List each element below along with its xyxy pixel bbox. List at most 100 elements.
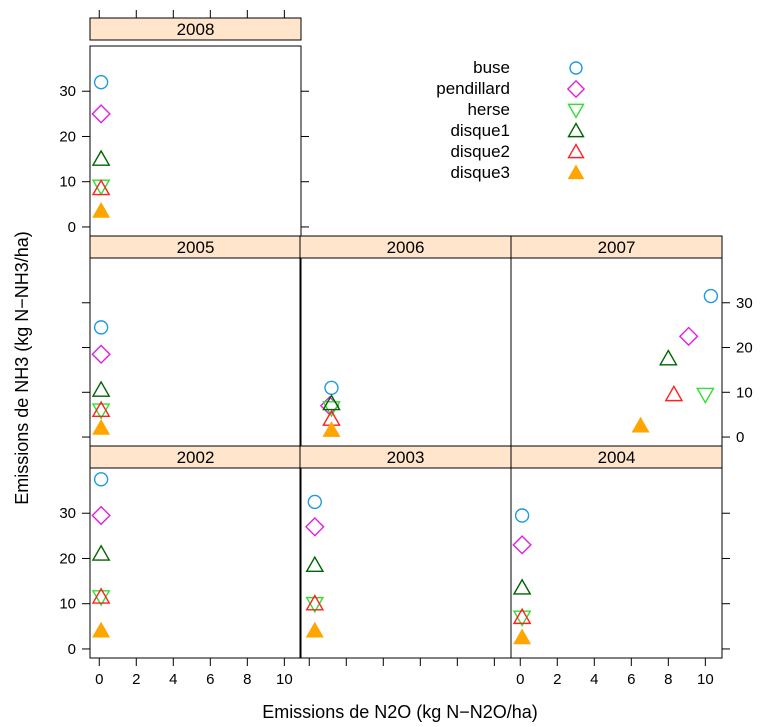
panel-border	[510, 467, 723, 659]
panel-title: 2002	[177, 448, 215, 467]
panels-layer: 2008 2005 2006 2007 2002 2003 2004	[89, 17, 723, 659]
point-2003-disque1	[305, 555, 325, 573]
point-2007-disque3	[631, 416, 650, 433]
x-tick-label: 4	[169, 671, 177, 688]
point-2002-disque3	[92, 621, 111, 638]
point-2007-herse	[696, 387, 715, 405]
point-2002-buse	[93, 472, 109, 487]
y-tick-label: 0	[68, 641, 76, 658]
point-2008-pendillard	[91, 104, 111, 124]
point-2007-buse	[703, 288, 719, 304]
point-2008-disque3	[92, 201, 111, 218]
point-2002-disque1	[91, 544, 111, 561]
point-2006-disque3	[322, 421, 341, 437]
point-2002-pendillard	[91, 505, 111, 526]
panel-title: 2005	[177, 238, 215, 257]
legend-marker-disque3	[567, 164, 585, 180]
point-2005-disque3	[92, 418, 111, 435]
y-tick-label: 10	[59, 596, 76, 613]
legend-label-herse: herse	[467, 100, 510, 119]
x-tick-label: 0	[95, 671, 103, 688]
panel-2005: 2005	[89, 235, 302, 447]
point-2003-disque2	[305, 594, 325, 611]
point-2008-disque1	[91, 149, 111, 166]
point-2005-disque2	[91, 400, 111, 417]
panel-title: 2006	[387, 238, 425, 257]
legend-label-disque2: disque2	[450, 142, 510, 161]
point-2005-herse	[91, 403, 111, 420]
point-2006-disque1	[322, 393, 341, 411]
panel-title: 2008	[177, 20, 215, 39]
legend-label-buse: buse	[473, 58, 510, 77]
panel-title: 2003	[387, 448, 425, 467]
panel-border	[89, 257, 302, 447]
legend-marker-buse	[569, 61, 583, 75]
legend-marker-disque1	[567, 122, 585, 138]
point-2007-disque1	[658, 349, 678, 366]
point-2004-disque2	[512, 607, 532, 625]
point-2004-disque3	[513, 628, 532, 645]
legend-label-pendillard: pendillard	[436, 79, 510, 98]
panel-2003: 2003	[299, 445, 512, 659]
legend-label-disque3: disque3	[450, 163, 510, 182]
x-tick-label: 6	[627, 671, 635, 688]
panel-border	[510, 257, 723, 447]
x-tick-label: 8	[664, 671, 672, 688]
panel-border	[89, 467, 302, 659]
x-tick-label: 2	[132, 671, 140, 688]
point-2008-disque2	[91, 178, 111, 196]
y-tick-label: 20	[59, 128, 76, 145]
axes-layer: 0 10 20 30 0 10 20 30 0 10 20 30 0 2 4 6 8 10 0 2 4 6 8 10	[59, 10, 753, 688]
panel-border	[299, 257, 512, 447]
x-tick-label: 0	[516, 671, 524, 688]
point-2006-buse	[324, 380, 339, 396]
point-2004-disque1	[512, 578, 532, 595]
y-tick-label: 20	[59, 550, 76, 567]
legend: buse pendillard herse disque1 disque2 disque3	[436, 58, 586, 182]
legend-label-disque1: disque1	[450, 121, 510, 140]
x-tick-label: 8	[243, 671, 251, 688]
x-tick-label: 6	[206, 671, 214, 688]
x-tick-label: 10	[697, 671, 714, 688]
point-2005-disque1	[91, 380, 111, 397]
panel-title: 2004	[598, 448, 636, 467]
point-2003-pendillard	[305, 517, 325, 537]
y-tick-label: 10	[736, 384, 753, 401]
y-tick-label: 20	[736, 340, 753, 357]
point-2007-disque2	[664, 384, 684, 402]
point-2005-buse	[93, 320, 109, 335]
panel-2002: 2002	[89, 445, 302, 659]
panel-title: 2007	[598, 238, 636, 257]
point-2004-herse	[512, 610, 532, 627]
legend-marker-herse	[567, 103, 585, 119]
point-2008-buse	[93, 74, 109, 90]
point-2008-herse	[91, 179, 111, 196]
panel-2004: 2004	[510, 445, 723, 659]
point-2007-pendillard	[678, 326, 699, 347]
x-tick-label: 4	[590, 671, 598, 688]
point-2003-buse	[307, 494, 323, 510]
y-axis-label: Emissions de NH3 (kg N−NH3/ha)	[12, 231, 32, 505]
y-tick-label: 10	[59, 174, 76, 191]
panel-2006: 2006	[299, 235, 512, 447]
x-axis-label: Emissions de N2O (kg N−N2O/ha)	[262, 702, 538, 722]
panel-strip	[89, 17, 302, 41]
point-2002-herse	[91, 590, 111, 607]
y-tick-label: 30	[59, 83, 76, 100]
panel-2007: 2007	[510, 235, 723, 447]
point-2002-disque2	[91, 587, 111, 604]
y-tick-label: 0	[736, 429, 744, 446]
point-2003-herse	[305, 596, 325, 614]
x-tick-label: 2	[553, 671, 561, 688]
panel-border	[89, 45, 302, 237]
panel-2008: 2008	[89, 17, 302, 237]
legend-marker-pendillard	[566, 79, 586, 99]
y-tick-label: 30	[59, 505, 76, 522]
point-2003-disque3	[305, 621, 324, 638]
point-2005-pendillard	[91, 344, 111, 365]
x-tick-label: 10	[276, 671, 293, 688]
point-2004-pendillard	[512, 535, 532, 555]
panel-border	[299, 467, 512, 659]
point-2004-buse	[514, 508, 530, 523]
